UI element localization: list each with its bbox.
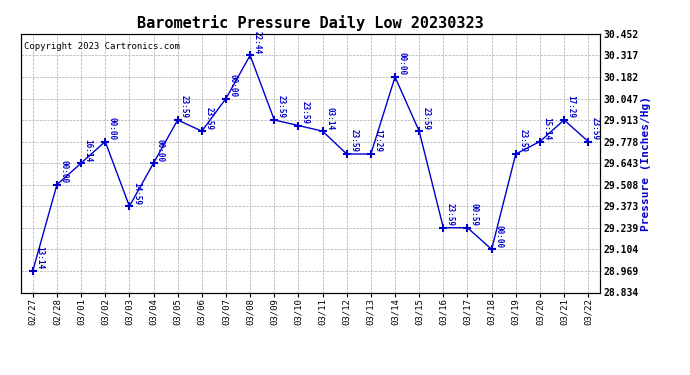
Text: 00:59: 00:59: [470, 203, 479, 226]
Text: 16:14: 16:14: [83, 139, 92, 162]
Text: 23:59: 23:59: [422, 106, 431, 130]
Text: 23:59: 23:59: [518, 129, 527, 153]
Text: 15:14: 15:14: [542, 117, 551, 140]
Text: 00:00: 00:00: [228, 74, 237, 97]
Text: 23:59: 23:59: [349, 129, 358, 153]
Y-axis label: Pressure (Inches/Hg): Pressure (Inches/Hg): [641, 96, 651, 231]
Text: 00:00: 00:00: [108, 117, 117, 140]
Text: 00:00: 00:00: [156, 139, 165, 162]
Text: 23:59: 23:59: [180, 95, 189, 118]
Text: 03:14: 03:14: [325, 106, 334, 130]
Text: 14:59: 14:59: [132, 182, 141, 205]
Text: 13:14: 13:14: [35, 246, 44, 270]
Title: Barometric Pressure Daily Low 20230323: Barometric Pressure Daily Low 20230323: [137, 15, 484, 31]
Text: 23:59: 23:59: [204, 106, 213, 130]
Text: 23:59: 23:59: [591, 117, 600, 140]
Text: 00:00: 00:00: [59, 160, 68, 183]
Text: 00:00: 00:00: [397, 53, 406, 75]
Text: 00:00: 00:00: [494, 225, 503, 248]
Text: 23:59: 23:59: [277, 95, 286, 118]
Text: Copyright 2023 Cartronics.com: Copyright 2023 Cartronics.com: [23, 42, 179, 51]
Text: 23:59: 23:59: [301, 101, 310, 124]
Text: 17:29: 17:29: [566, 95, 575, 118]
Text: 22:44: 22:44: [253, 31, 262, 54]
Text: 23:59: 23:59: [446, 203, 455, 226]
Text: 17:29: 17:29: [373, 129, 382, 153]
